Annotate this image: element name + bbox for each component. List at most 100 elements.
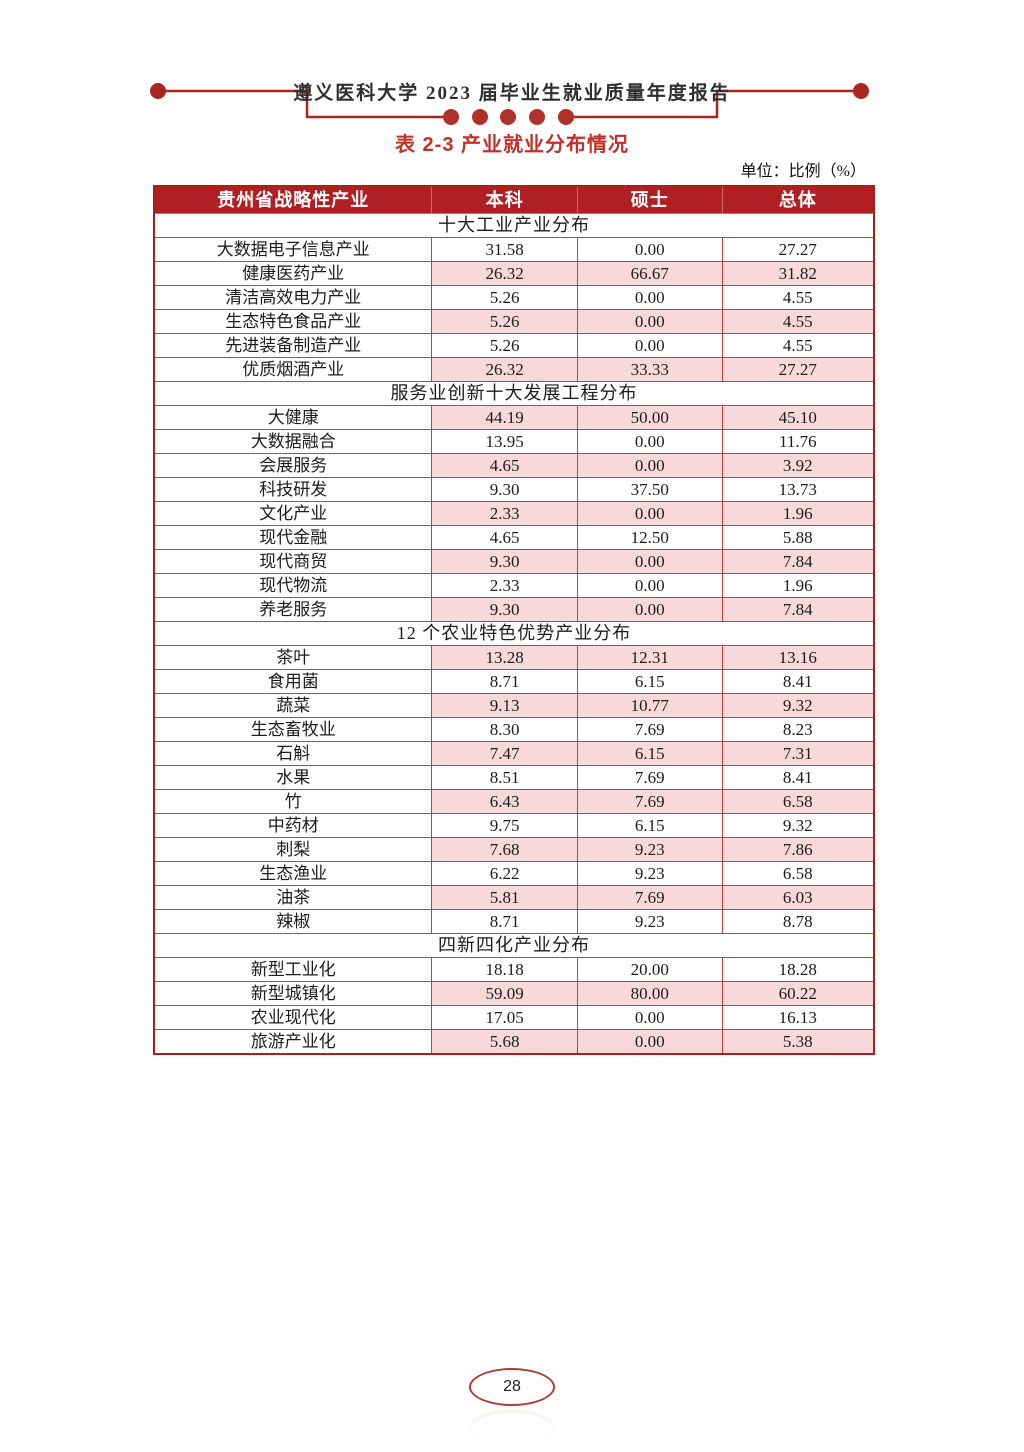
table-row: 现代商贸 9.30 0.00 7.84: [153, 549, 875, 574]
value-cell: 5.68: [431, 1029, 578, 1055]
table-row: 先进装备制造产业 5.26 0.00 4.55: [153, 333, 875, 358]
value-cell: 10.77: [576, 693, 723, 718]
report-title: 遵义医科大学 2023 届毕业生就业质量年度报告: [293, 83, 731, 104]
page-number: 28: [503, 1378, 521, 1395]
industry-label-cell: 茶叶: [153, 645, 433, 670]
value-cell: 60.22: [721, 981, 875, 1006]
value-cell: 7.69: [576, 789, 723, 814]
industry-label-cell: 食用菌: [153, 669, 433, 694]
value-cell: 8.41: [721, 669, 875, 694]
section-header-label: 服务业创新十大发展工程分布: [153, 381, 875, 406]
industry-label-cell: 中药材: [153, 813, 433, 838]
value-cell: 18.18: [431, 957, 578, 982]
col-header-overall: 总体: [721, 185, 875, 214]
value-cell: 6.15: [576, 741, 723, 766]
table-row: 食用菌 8.71 6.15 8.41: [153, 669, 875, 694]
value-cell: 6.43: [431, 789, 578, 814]
banner-left-dot: [150, 83, 166, 99]
table-row: 旅游产业化 5.68 0.00 5.38: [153, 1029, 875, 1055]
industry-label-cell: 竹: [153, 789, 433, 814]
value-cell: 0.00: [576, 1029, 723, 1055]
value-cell: 6.58: [721, 861, 875, 886]
value-cell: 9.32: [721, 813, 875, 838]
table-row: 刺梨 7.68 9.23 7.86: [153, 837, 875, 862]
value-cell: 4.55: [721, 309, 875, 334]
value-cell: 0.00: [576, 549, 723, 574]
value-cell: 9.30: [431, 477, 578, 502]
table-row: 大数据电子信息产业 31.58 0.00 27.27: [153, 237, 875, 262]
table-row: 文化产业 2.33 0.00 1.96: [153, 501, 875, 526]
industry-label-cell: 农业现代化: [153, 1005, 433, 1030]
value-cell: 18.28: [721, 957, 875, 982]
industry-label-cell: 清洁高效电力产业: [153, 285, 433, 310]
table-body: 十大工业产业分布 大数据电子信息产业 31.58 0.00 27.27 健康医药产业 26.…: [153, 213, 875, 1055]
section-header-row: 十大工业产业分布: [153, 213, 875, 238]
value-cell: 7.69: [576, 765, 723, 790]
industry-label-cell: 科技研发: [153, 477, 433, 502]
industry-label-cell: 先进装备制造产业: [153, 333, 433, 358]
table-row: 蔬菜 9.13 10.77 9.32: [153, 693, 875, 718]
industry-label-cell: 生态渔业: [153, 861, 433, 886]
value-cell: 9.23: [576, 909, 723, 934]
table-row: 养老服务 9.30 0.00 7.84: [153, 597, 875, 622]
value-cell: 12.31: [576, 645, 723, 670]
value-cell: 3.92: [721, 453, 875, 478]
value-cell: 8.71: [431, 909, 578, 934]
banner-decoration-lines: [150, 83, 869, 125]
table-row: 生态特色食品产业 5.26 0.00 4.55: [153, 309, 875, 334]
value-cell: 6.15: [576, 813, 723, 838]
table-row: 优质烟酒产业 26.32 33.33 27.27: [153, 357, 875, 382]
table-row: 竹 6.43 7.69 6.58: [153, 789, 875, 814]
industry-label-cell: 生态畜牧业: [153, 717, 433, 742]
value-cell: 9.23: [576, 837, 723, 862]
value-cell: 0.00: [576, 237, 723, 262]
industry-label-cell: 优质烟酒产业: [153, 357, 433, 382]
value-cell: 4.65: [431, 525, 578, 550]
section-header-label: 四新四化产业分布: [153, 933, 875, 958]
section-header-row: 12 个农业特色优势产业分布: [153, 621, 875, 646]
value-cell: 7.69: [576, 885, 723, 910]
industry-label-cell: 刺梨: [153, 837, 433, 862]
value-cell: 5.26: [431, 333, 578, 358]
value-cell: 0.00: [576, 333, 723, 358]
value-cell: 0.00: [576, 597, 723, 622]
value-cell: 0.00: [576, 285, 723, 310]
industry-label-cell: 辣椒: [153, 909, 433, 934]
value-cell: 5.88: [721, 525, 875, 550]
value-cell: 7.86: [721, 837, 875, 862]
table-row: 现代物流 2.33 0.00 1.96: [153, 573, 875, 598]
section-header-row: 服务业创新十大发展工程分布: [153, 381, 875, 406]
industry-label-cell: 生态特色食品产业: [153, 309, 433, 334]
value-cell: 17.05: [431, 1005, 578, 1030]
value-cell: 9.30: [431, 597, 578, 622]
value-cell: 0.00: [576, 309, 723, 334]
value-cell: 9.75: [431, 813, 578, 838]
value-cell: 26.32: [431, 261, 578, 286]
value-cell: 0.00: [576, 501, 723, 526]
value-cell: 5.26: [431, 309, 578, 334]
value-cell: 33.33: [576, 357, 723, 382]
value-cell: 16.13: [721, 1005, 875, 1030]
value-cell: 4.55: [721, 285, 875, 310]
banner-middle-dots-icon: [443, 109, 574, 125]
table-row: 茶叶 13.28 12.31 13.16: [153, 645, 875, 670]
section-header-row: 四新四化产业分布: [153, 933, 875, 958]
value-cell: 59.09: [431, 981, 578, 1006]
value-cell: 1.96: [721, 501, 875, 526]
table-row: 清洁高效电力产业 5.26 0.00 4.55: [153, 285, 875, 310]
value-cell: 12.50: [576, 525, 723, 550]
table-row: 大健康 44.19 50.00 45.10: [153, 405, 875, 430]
industry-label-cell: 现代物流: [153, 573, 433, 598]
value-cell: 8.23: [721, 717, 875, 742]
banner-right-dot: [853, 83, 869, 99]
industry-label-cell: 养老服务: [153, 597, 433, 622]
value-cell: 0.00: [576, 453, 723, 478]
table-row: 现代金融 4.65 12.50 5.88: [153, 525, 875, 550]
value-cell: 66.67: [576, 261, 723, 286]
value-cell: 5.26: [431, 285, 578, 310]
page-header-banner: 遵义医科大学 2023 届毕业生就业质量年度报告: [0, 0, 1024, 135]
value-cell: 2.33: [431, 573, 578, 598]
page-footer: 28: [0, 1368, 1024, 1452]
value-cell: 5.81: [431, 885, 578, 910]
value-cell: 8.41: [721, 765, 875, 790]
